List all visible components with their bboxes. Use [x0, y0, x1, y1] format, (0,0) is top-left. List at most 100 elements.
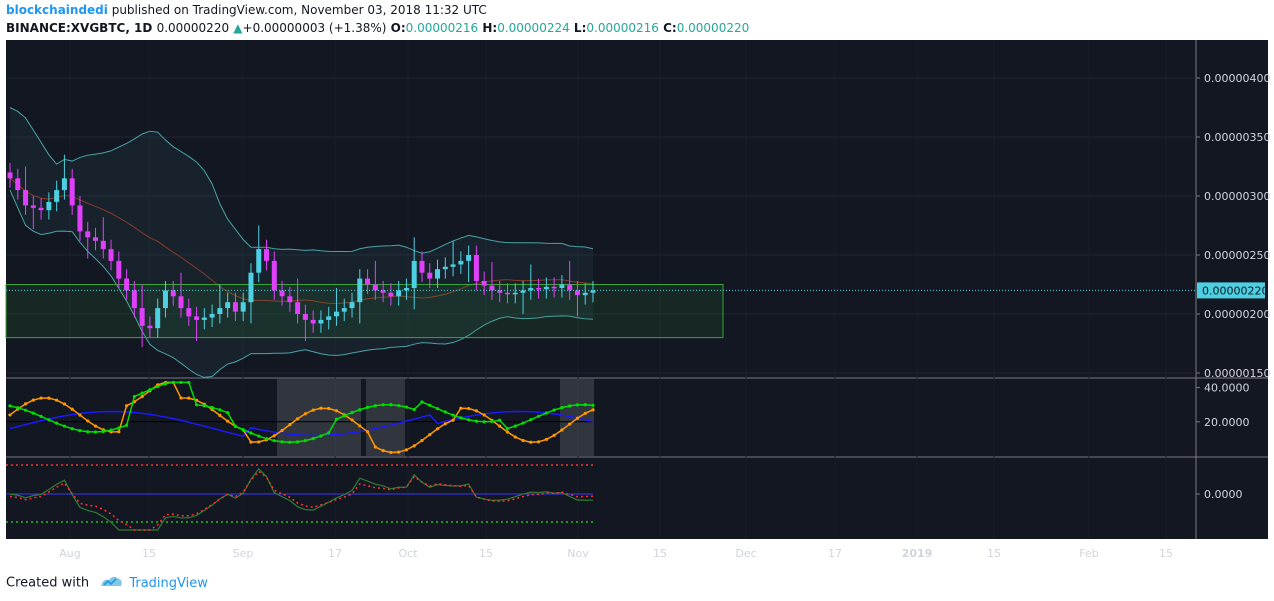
dmi-plus-line-point	[420, 400, 424, 404]
dmi-plus-line-point	[249, 431, 253, 435]
dmi-minus-line-point	[373, 445, 377, 449]
candle-body	[489, 285, 495, 291]
time-tick-label: 15	[987, 547, 1001, 560]
dmi-plus-line-point	[132, 394, 136, 399]
candle-body	[30, 205, 36, 208]
candle-body	[170, 290, 176, 297]
candle-body	[69, 178, 75, 206]
highlight-region	[366, 379, 405, 456]
dmi-minus-line-point	[303, 412, 307, 416]
candle-body	[131, 290, 137, 309]
dmi-plus-line-point	[148, 388, 152, 392]
dmi-plus-line-point	[311, 436, 315, 441]
dmi-plus-line-point	[272, 439, 276, 443]
last-price: 0.00000220	[156, 21, 230, 35]
candle-body	[232, 302, 238, 312]
change-arrow-icon: ▲	[233, 21, 243, 35]
candle-body	[310, 319, 316, 324]
candle-body	[528, 288, 534, 291]
dmi-plus-line-point	[241, 428, 245, 432]
candle-body	[559, 284, 565, 289]
dmi-tick-label: 40.0000	[1204, 382, 1250, 395]
dmi-plus-line-point	[86, 430, 90, 434]
ohlc-legend: BINANCE:XVGBTC, 1D 0.00000220 ▲+0.000000…	[6, 21, 749, 35]
footer: Created with TradingView	[6, 574, 208, 592]
dmi-minus-line-point	[350, 418, 354, 422]
high-label: H:	[482, 21, 498, 35]
dmi-minus-line-point	[226, 419, 230, 423]
dmi-minus-line-point	[591, 408, 595, 412]
dmi-minus-line-point	[288, 423, 292, 427]
dmi-plus-line-point	[264, 437, 269, 441]
dmi-plus-line-point	[171, 380, 175, 385]
dmi-plus-line-point	[327, 431, 331, 435]
price-tick-label: 0.00000250	[1204, 249, 1270, 262]
time-tick-label: Feb	[1079, 547, 1098, 560]
dmi-minus-line-point	[358, 424, 362, 428]
candle-body	[357, 278, 363, 303]
candle-body	[124, 278, 130, 291]
candle-body	[590, 290, 596, 293]
candle-body	[186, 308, 192, 317]
candle-body	[396, 290, 402, 297]
candle-body	[155, 308, 161, 329]
tradingview-link[interactable]: TradingView	[129, 575, 208, 591]
dmi-minus-line-point	[311, 408, 315, 412]
tradingview-logo-icon[interactable]	[99, 574, 123, 592]
dmi-plus-line-point	[257, 434, 261, 438]
dmi-plus-line-point	[365, 405, 370, 409]
dmi-plus-line-point	[498, 418, 502, 422]
dmi-minus-line-point	[218, 413, 222, 417]
dmi-plus-line-point	[8, 404, 12, 408]
candle-body	[582, 292, 588, 296]
dmi-plus-line-point	[381, 403, 385, 407]
dmi-plus-line-point	[101, 429, 105, 434]
candle-body	[178, 296, 184, 309]
candle-body	[411, 260, 417, 289]
symbol-label: BINANCE:XVGBTC, 1D	[6, 21, 153, 35]
candle-body	[295, 302, 301, 314]
candle-body	[567, 284, 573, 291]
published-text: published on TradingView.com, November 0…	[107, 3, 487, 17]
dmi-plus-line-point	[55, 421, 59, 425]
author-link[interactable]: blockchaindedi	[6, 3, 108, 17]
candle-body	[543, 286, 549, 290]
time-tick-label: Dec	[735, 547, 756, 560]
dmi-plus-line-point	[202, 404, 206, 408]
price-tick-label: 0.00000350	[1204, 131, 1270, 144]
dmi-plus-line-point	[513, 424, 517, 428]
candle-body	[365, 278, 371, 285]
dmi-minus-line-point	[272, 434, 276, 438]
dmi-minus-line-point	[412, 444, 416, 448]
dmi-plus-line-point	[226, 411, 230, 415]
dmi-minus-line-point	[78, 413, 82, 417]
dmi-minus-line-point	[187, 396, 191, 400]
dmi-minus-line-point	[257, 440, 261, 444]
dmi-plus-line-point	[544, 411, 548, 415]
candle-body	[504, 292, 510, 295]
candle-body	[85, 231, 91, 238]
dmi-minus-line-point	[39, 396, 43, 400]
price-tick-label: 0.00000400	[1204, 72, 1270, 85]
dmi-plus-line-point	[156, 384, 160, 389]
candle-body	[7, 172, 13, 179]
bollinger-upper	[9, 107, 594, 254]
dmi-plus-line-point	[521, 421, 525, 425]
dmi-minus-line-point	[536, 440, 541, 444]
candle-body	[318, 319, 324, 324]
dmi-plus-line-point	[179, 380, 183, 385]
dmi-minus-line-point	[513, 435, 517, 439]
candle-body	[388, 292, 394, 297]
bollinger-basis	[9, 177, 594, 304]
dmi-minus-line-point	[529, 440, 533, 444]
candle-body	[450, 264, 456, 267]
time-tick-label: Nov	[567, 547, 589, 560]
dmi-minus-line-point	[397, 450, 401, 454]
time-tick-label: 17	[328, 547, 342, 560]
candle-body	[46, 201, 52, 211]
dmi-plus-line-point	[280, 440, 284, 444]
candle-body	[217, 308, 223, 314]
dmi-plus-line-point	[140, 391, 144, 395]
close-label: C:	[663, 21, 677, 35]
